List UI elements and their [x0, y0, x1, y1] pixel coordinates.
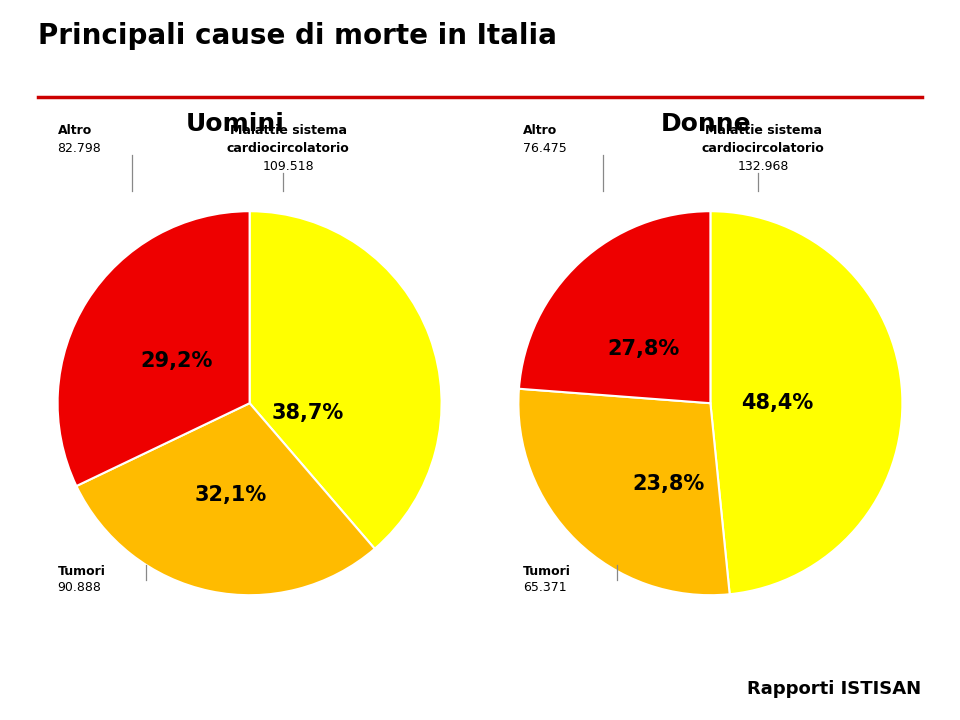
Wedge shape [519, 211, 710, 403]
Text: Donne: Donne [660, 112, 751, 135]
Text: 90.888: 90.888 [58, 581, 102, 594]
Text: Altro: Altro [523, 124, 558, 137]
Text: 76.475: 76.475 [523, 142, 567, 155]
Text: Tumori: Tumori [58, 565, 106, 578]
Text: 132.968: 132.968 [737, 160, 789, 173]
Wedge shape [77, 403, 374, 595]
Text: Malattie sistema: Malattie sistema [229, 124, 347, 137]
Text: Malattie sistema: Malattie sistema [705, 124, 822, 137]
Text: Uomini: Uomini [186, 112, 284, 135]
Text: 82.798: 82.798 [58, 142, 102, 155]
Text: 23,8%: 23,8% [632, 474, 705, 494]
Text: 29,2%: 29,2% [140, 351, 213, 371]
Wedge shape [58, 211, 250, 486]
Text: 27,8%: 27,8% [607, 339, 680, 359]
Text: cardiocircolatorio: cardiocircolatorio [702, 142, 825, 155]
Wedge shape [518, 389, 730, 595]
Text: 38,7%: 38,7% [271, 402, 344, 423]
Text: Principali cause di morte in Italia: Principali cause di morte in Italia [38, 22, 557, 50]
Text: 109.518: 109.518 [262, 160, 314, 173]
Text: Tumori: Tumori [523, 565, 571, 578]
Text: 32,1%: 32,1% [194, 485, 267, 505]
Wedge shape [710, 211, 902, 594]
Text: 48,4%: 48,4% [741, 393, 814, 413]
Text: Altro: Altro [58, 124, 92, 137]
Text: 65.371: 65.371 [523, 581, 566, 594]
Text: Rapporti ISTISAN: Rapporti ISTISAN [748, 680, 922, 698]
Wedge shape [250, 211, 442, 549]
Text: cardiocircolatorio: cardiocircolatorio [227, 142, 349, 155]
